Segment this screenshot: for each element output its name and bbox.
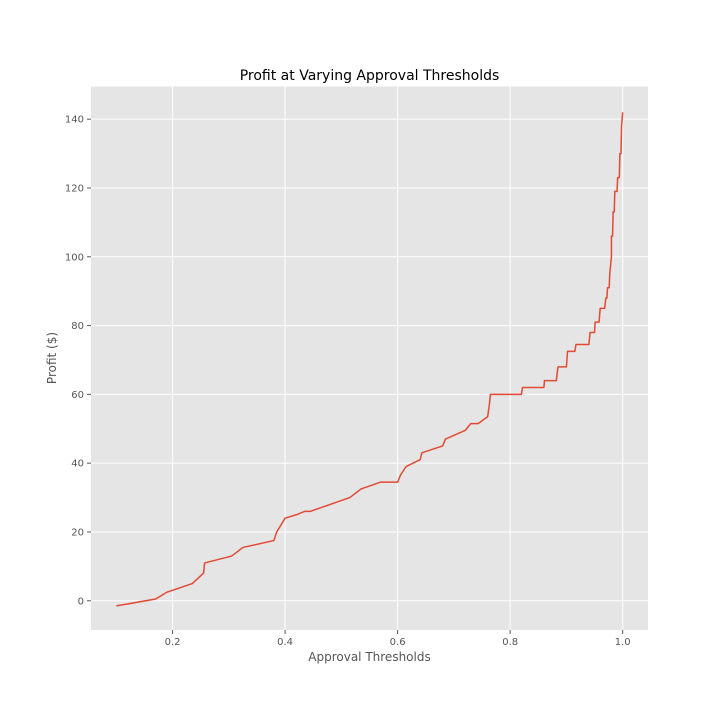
x-tick-label: 0.2 — [165, 637, 181, 648]
series-line — [116, 112, 624, 607]
y-tick-label: 140 — [65, 115, 84, 126]
y-tick-label: 60 — [71, 390, 84, 401]
series-layer — [116, 112, 624, 607]
y-tick-label: 80 — [71, 321, 84, 332]
y-gridlines — [91, 118, 648, 602]
x-tick-label: 0.8 — [502, 637, 518, 648]
y-tick-label: 120 — [65, 183, 84, 194]
x-ticks: 0.2 0.4 0.6 0.8 1.0 — [165, 630, 631, 648]
x-axis-label: Approval Thresholds — [308, 650, 430, 664]
y-tick-label: 100 — [65, 252, 84, 263]
x-tick-label: 0.4 — [277, 637, 293, 648]
y-ticks: 0 20 40 60 80 100 120 140 — [65, 115, 91, 607]
chart-title: Profit at Varying Approval Thresholds — [240, 68, 500, 84]
plot-area — [91, 86, 648, 630]
y-tick-label: 0 — [78, 596, 84, 607]
y-tick-label: 20 — [71, 527, 84, 538]
x-tick-label: 1.0 — [615, 637, 631, 648]
x-tick-label: 0.6 — [390, 637, 406, 648]
y-tick-label: 40 — [71, 459, 84, 470]
y-axis-label: Profit ($) — [45, 332, 59, 384]
x-gridlines — [172, 86, 624, 630]
